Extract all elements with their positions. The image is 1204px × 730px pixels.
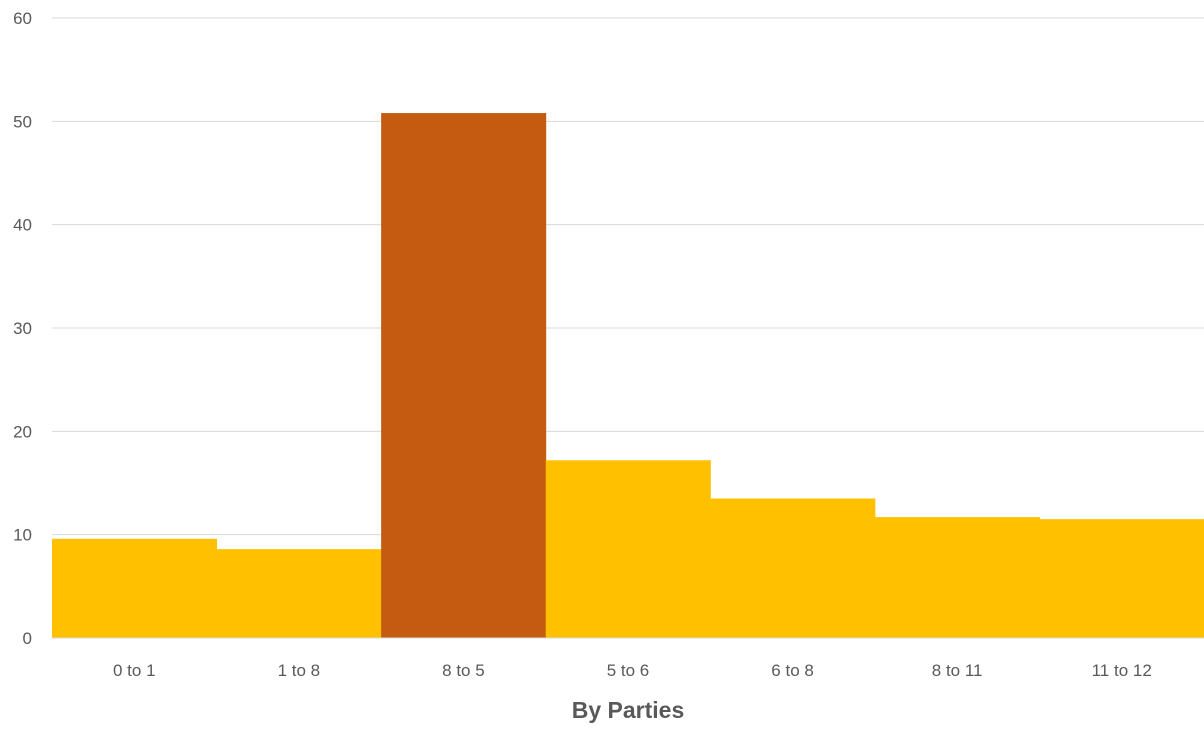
y-tick-label: 10 xyxy=(13,526,32,545)
x-tick-label: 5 to 6 xyxy=(607,661,650,680)
y-tick-label: 60 xyxy=(13,9,32,28)
bar xyxy=(216,549,382,638)
bars xyxy=(52,113,1204,639)
y-tick-label: 30 xyxy=(13,319,32,338)
y-tick-label: 40 xyxy=(13,216,32,235)
bar xyxy=(545,460,711,638)
bar xyxy=(874,517,1040,638)
gridlines xyxy=(52,17,1204,536)
x-tick-label: 8 to 11 xyxy=(932,661,983,680)
x-tick-label: 0 to 1 xyxy=(113,661,156,680)
bar xyxy=(381,113,547,639)
bar xyxy=(52,538,218,638)
x-tick-label: 8 to 5 xyxy=(442,661,485,680)
bar xyxy=(1039,519,1204,638)
x-tick-label: 6 to 8 xyxy=(771,661,814,680)
y-tick-label: 20 xyxy=(13,422,32,441)
x-axis-title: By Parties xyxy=(572,697,685,723)
bar xyxy=(710,498,876,638)
y-tick-label: 0 xyxy=(23,629,32,648)
x-axis-ticks: 0 to 1 1 to 8 8 to 5 5 to 6 6 to 8 8 to 11 11 … xyxy=(113,661,1152,680)
y-tick-label: 50 xyxy=(13,112,32,131)
y-axis-ticks: 0 10 20 30 40 50 60 xyxy=(13,9,32,648)
x-tick-label: 11 to 12 xyxy=(1092,661,1152,680)
x-tick-label: 1 to 8 xyxy=(278,661,321,680)
